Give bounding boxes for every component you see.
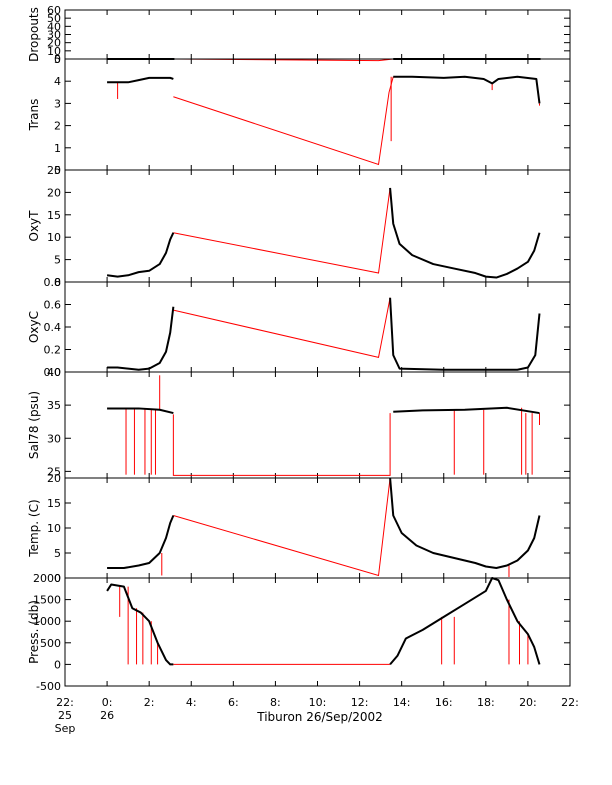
x-tick-label: 2:	[144, 696, 155, 709]
data-series	[107, 306, 175, 371]
y-axis-label: Temp. (C)	[27, 499, 41, 557]
panel-frame	[64, 371, 571, 479]
y-axis-label: Dropouts	[27, 7, 41, 62]
y-axis-label: OxyT	[27, 210, 41, 242]
data-series	[389, 297, 541, 371]
y-tick-label: -500	[36, 680, 61, 693]
y-tick-label: 30	[47, 432, 61, 445]
y-tick-label: 0.6	[44, 299, 62, 312]
x-tick-label: 22:	[56, 696, 74, 709]
gap-line	[173, 187, 391, 274]
y-tick-label: 0.4	[44, 321, 62, 334]
gap-line	[173, 297, 391, 358]
data-series	[389, 577, 541, 666]
panel-2: 0 5 10 15 20 25 OxyT	[27, 164, 571, 289]
y-tick-label: 0.0	[44, 366, 62, 379]
x-tick-sublabel: 25	[58, 709, 72, 722]
y-tick-label: 60	[47, 4, 61, 17]
x-tick-label: 16:	[435, 696, 453, 709]
y-tick-label: 10	[47, 231, 61, 244]
y-axis-label: Trans	[27, 99, 41, 132]
data-series	[393, 406, 540, 415]
y-tick-label: 1500	[33, 594, 61, 607]
x-axis-label: Tiburon 26/Sep/2002	[256, 710, 382, 724]
y-tick-label: 20	[47, 37, 61, 50]
panel-frame	[64, 577, 571, 687]
y-tick-label: 1000	[33, 615, 61, 628]
y-tick-label: 20	[47, 472, 61, 485]
data-series	[393, 75, 541, 104]
x-tick-label: 6:	[228, 696, 239, 709]
y-axis-label: OxyC	[27, 311, 41, 343]
y-tick-label: 5	[54, 254, 61, 267]
y-tick-label: 25	[47, 164, 61, 177]
panel-5: 0 5 10 15 20 Temp. (C)	[27, 472, 571, 585]
y-tick-label: 0	[54, 53, 61, 66]
panel-frame	[64, 9, 571, 60]
data-series	[389, 187, 541, 279]
gap-line	[172, 413, 391, 476]
x-tick-label: 12:	[351, 696, 369, 709]
y-tick-label: 4	[54, 75, 61, 88]
y-tick-label: 15	[47, 497, 61, 510]
gap-line	[174, 58, 394, 62]
panel-frame	[64, 281, 571, 373]
y-tick-label: 30	[47, 29, 61, 42]
y-tick-label: 10	[47, 45, 61, 58]
y-axis-label: Sal78 (psu)	[27, 391, 41, 459]
panel-3: 0.0 0.2 0.4 0.6 0.8 OxyC	[27, 276, 571, 379]
data-series	[106, 583, 174, 666]
y-tick-label: 3	[54, 97, 61, 110]
x-tick-label: 22:	[561, 696, 579, 709]
x-tick-sublabel: 26	[100, 709, 114, 722]
data-series	[107, 76, 174, 84]
y-tick-label: 0.8	[44, 276, 62, 289]
x-tick-label: 0:	[102, 696, 113, 709]
y-tick-label: 0	[54, 572, 61, 585]
panel-frame	[64, 477, 571, 579]
data-series	[107, 515, 175, 569]
x-tick-sublabel: Sep	[55, 722, 76, 735]
x-tick-label: 10:	[309, 696, 327, 709]
y-tick-label: 35	[47, 399, 61, 412]
data-series	[389, 477, 541, 569]
x-tick-label: 4:	[186, 696, 197, 709]
y-tick-label: 0.2	[44, 344, 62, 357]
y-tick-label: 15	[47, 209, 61, 222]
data-series	[106, 232, 175, 278]
x-tick-label: 20:	[519, 696, 537, 709]
y-tick-label: 2	[54, 120, 61, 133]
x-tick-label: 18:	[477, 696, 495, 709]
x-tick-label: 8:	[270, 696, 281, 709]
y-tick-label: 500	[40, 637, 61, 650]
y-tick-label: 0	[54, 276, 61, 289]
chart-panels: 0102030405060Dropouts012345Trans05101520…	[27, 4, 571, 693]
gap-line	[173, 477, 391, 577]
y-tick-label: 50	[47, 12, 61, 25]
y-axis-label: Press. (db)	[27, 600, 41, 664]
y-tick-label: 25	[47, 465, 61, 478]
y-tick-label: 5	[54, 547, 61, 560]
y-tick-label: 40	[47, 366, 61, 379]
y-tick-label: 40	[47, 20, 61, 33]
panel-6: -500 0 500 1000 1500 2000 Press. (db)	[27, 572, 571, 693]
y-tick-label: 2000	[33, 572, 61, 585]
panel-1: 0 1 2 3 4 5 Trans	[27, 53, 571, 177]
data-series	[107, 407, 174, 415]
y-tick-label: 0	[54, 658, 61, 671]
y-tick-label: 1	[54, 142, 61, 155]
panel-frame	[64, 169, 571, 283]
panel-4: 25 30 35 40 Sal78 (psu)	[27, 366, 571, 479]
x-tick-label: 14:	[393, 696, 411, 709]
y-tick-label: 10	[47, 522, 61, 535]
y-tick-label: 5	[54, 53, 61, 66]
gap-line	[173, 76, 394, 166]
panel-frame	[64, 58, 571, 171]
y-tick-label: 20	[47, 186, 61, 199]
y-tick-label: 0	[54, 164, 61, 177]
